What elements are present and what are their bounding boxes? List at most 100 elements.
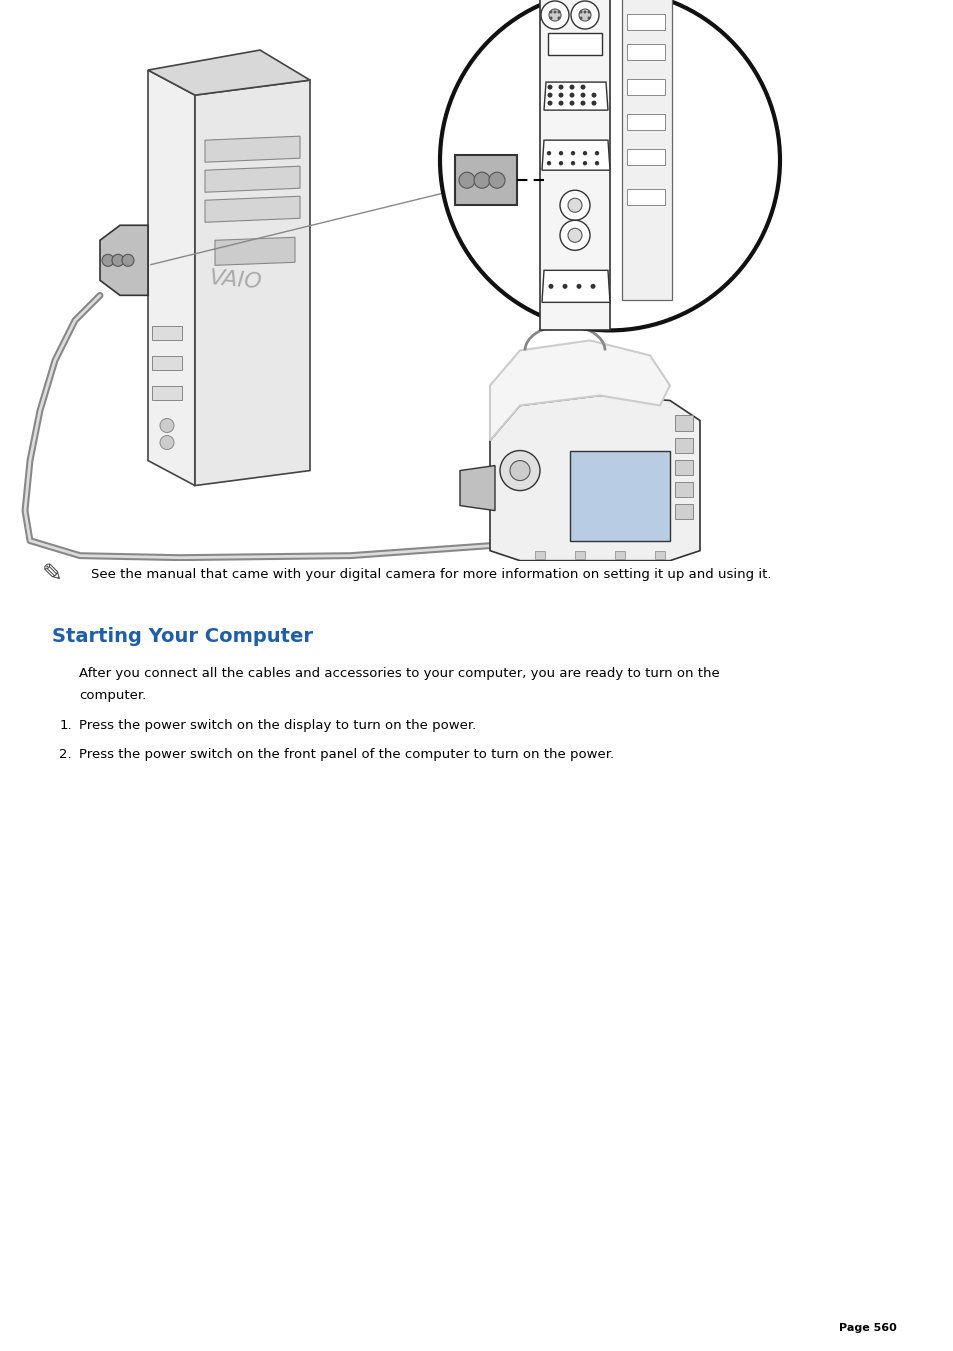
Bar (535, 551, 544, 559)
Circle shape (582, 161, 587, 165)
Circle shape (489, 172, 504, 188)
Circle shape (569, 85, 574, 89)
Bar (621, 0, 671, 300)
Bar (152, 386, 182, 400)
Circle shape (559, 190, 589, 220)
Text: computer.: computer. (79, 689, 146, 703)
Circle shape (557, 16, 560, 19)
Bar (615, 551, 624, 559)
Circle shape (578, 11, 582, 14)
Circle shape (546, 151, 551, 155)
Bar (626, 149, 664, 165)
Circle shape (558, 85, 563, 89)
Polygon shape (205, 196, 299, 223)
Circle shape (458, 172, 475, 188)
Circle shape (548, 9, 560, 22)
Circle shape (569, 100, 574, 105)
Circle shape (562, 284, 567, 289)
Bar (655, 551, 664, 559)
Circle shape (570, 161, 575, 165)
Bar (675, 459, 692, 474)
Circle shape (590, 284, 595, 289)
Circle shape (547, 93, 552, 97)
Bar (626, 189, 664, 205)
Polygon shape (543, 82, 607, 111)
Bar (547, 32, 601, 55)
Polygon shape (214, 238, 294, 265)
Circle shape (587, 16, 590, 19)
Circle shape (587, 11, 590, 14)
Circle shape (439, 0, 780, 331)
Text: 1.: 1. (59, 719, 71, 732)
Circle shape (558, 93, 563, 97)
Bar (575, 551, 584, 559)
Circle shape (160, 419, 173, 432)
Text: 2.: 2. (59, 748, 71, 762)
Circle shape (569, 93, 574, 97)
Circle shape (553, 11, 556, 14)
Circle shape (559, 220, 589, 250)
Text: Press the power switch on the front panel of the computer to turn on the power.: Press the power switch on the front pane… (79, 748, 614, 762)
Circle shape (558, 151, 562, 155)
Polygon shape (205, 136, 299, 162)
Bar (675, 438, 692, 453)
Bar (539, 0, 609, 331)
Circle shape (583, 11, 586, 14)
Circle shape (579, 93, 585, 97)
Circle shape (579, 100, 585, 105)
Text: VAIO: VAIO (208, 267, 262, 293)
Polygon shape (205, 166, 299, 192)
Circle shape (540, 1, 568, 28)
Circle shape (594, 151, 598, 155)
Bar (626, 113, 664, 130)
Circle shape (576, 284, 581, 289)
Circle shape (474, 172, 490, 188)
Text: See the manual that came with your digital camera for more information on settin: See the manual that came with your digit… (91, 567, 770, 581)
Polygon shape (490, 396, 700, 561)
Polygon shape (194, 80, 310, 485)
Text: After you connect all the cables and accessories to your computer, you are ready: After you connect all the cables and acc… (79, 667, 720, 681)
Circle shape (547, 100, 552, 105)
Bar (675, 504, 692, 519)
Circle shape (510, 461, 530, 481)
Circle shape (557, 11, 560, 14)
Bar (626, 14, 664, 30)
Circle shape (578, 9, 590, 22)
Circle shape (112, 254, 124, 266)
Polygon shape (148, 50, 310, 95)
Polygon shape (100, 226, 148, 296)
Circle shape (567, 228, 581, 242)
Circle shape (578, 16, 582, 19)
Text: Page 560: Page 560 (838, 1324, 896, 1333)
Polygon shape (148, 70, 194, 485)
Bar (675, 481, 692, 497)
Circle shape (549, 11, 552, 14)
Bar (152, 357, 182, 370)
Text: Press the power switch on the display to turn on the power.: Press the power switch on the display to… (79, 719, 476, 732)
Circle shape (160, 435, 173, 450)
Circle shape (499, 450, 539, 490)
Bar (152, 327, 182, 340)
Circle shape (122, 254, 133, 266)
Bar (626, 45, 664, 59)
Circle shape (594, 161, 598, 165)
Bar (569, 450, 669, 540)
Circle shape (546, 161, 551, 165)
Circle shape (102, 254, 113, 266)
Circle shape (558, 161, 562, 165)
Circle shape (591, 93, 596, 97)
Polygon shape (541, 270, 609, 303)
Polygon shape (459, 466, 495, 511)
Circle shape (549, 16, 552, 19)
Bar (455, 155, 517, 205)
Polygon shape (541, 141, 609, 170)
Circle shape (548, 284, 553, 289)
Circle shape (582, 151, 587, 155)
Circle shape (571, 1, 598, 28)
Circle shape (558, 100, 563, 105)
Polygon shape (490, 340, 669, 440)
Circle shape (547, 85, 552, 89)
Text: ✎: ✎ (42, 562, 63, 586)
Circle shape (570, 151, 575, 155)
Bar (626, 80, 664, 95)
